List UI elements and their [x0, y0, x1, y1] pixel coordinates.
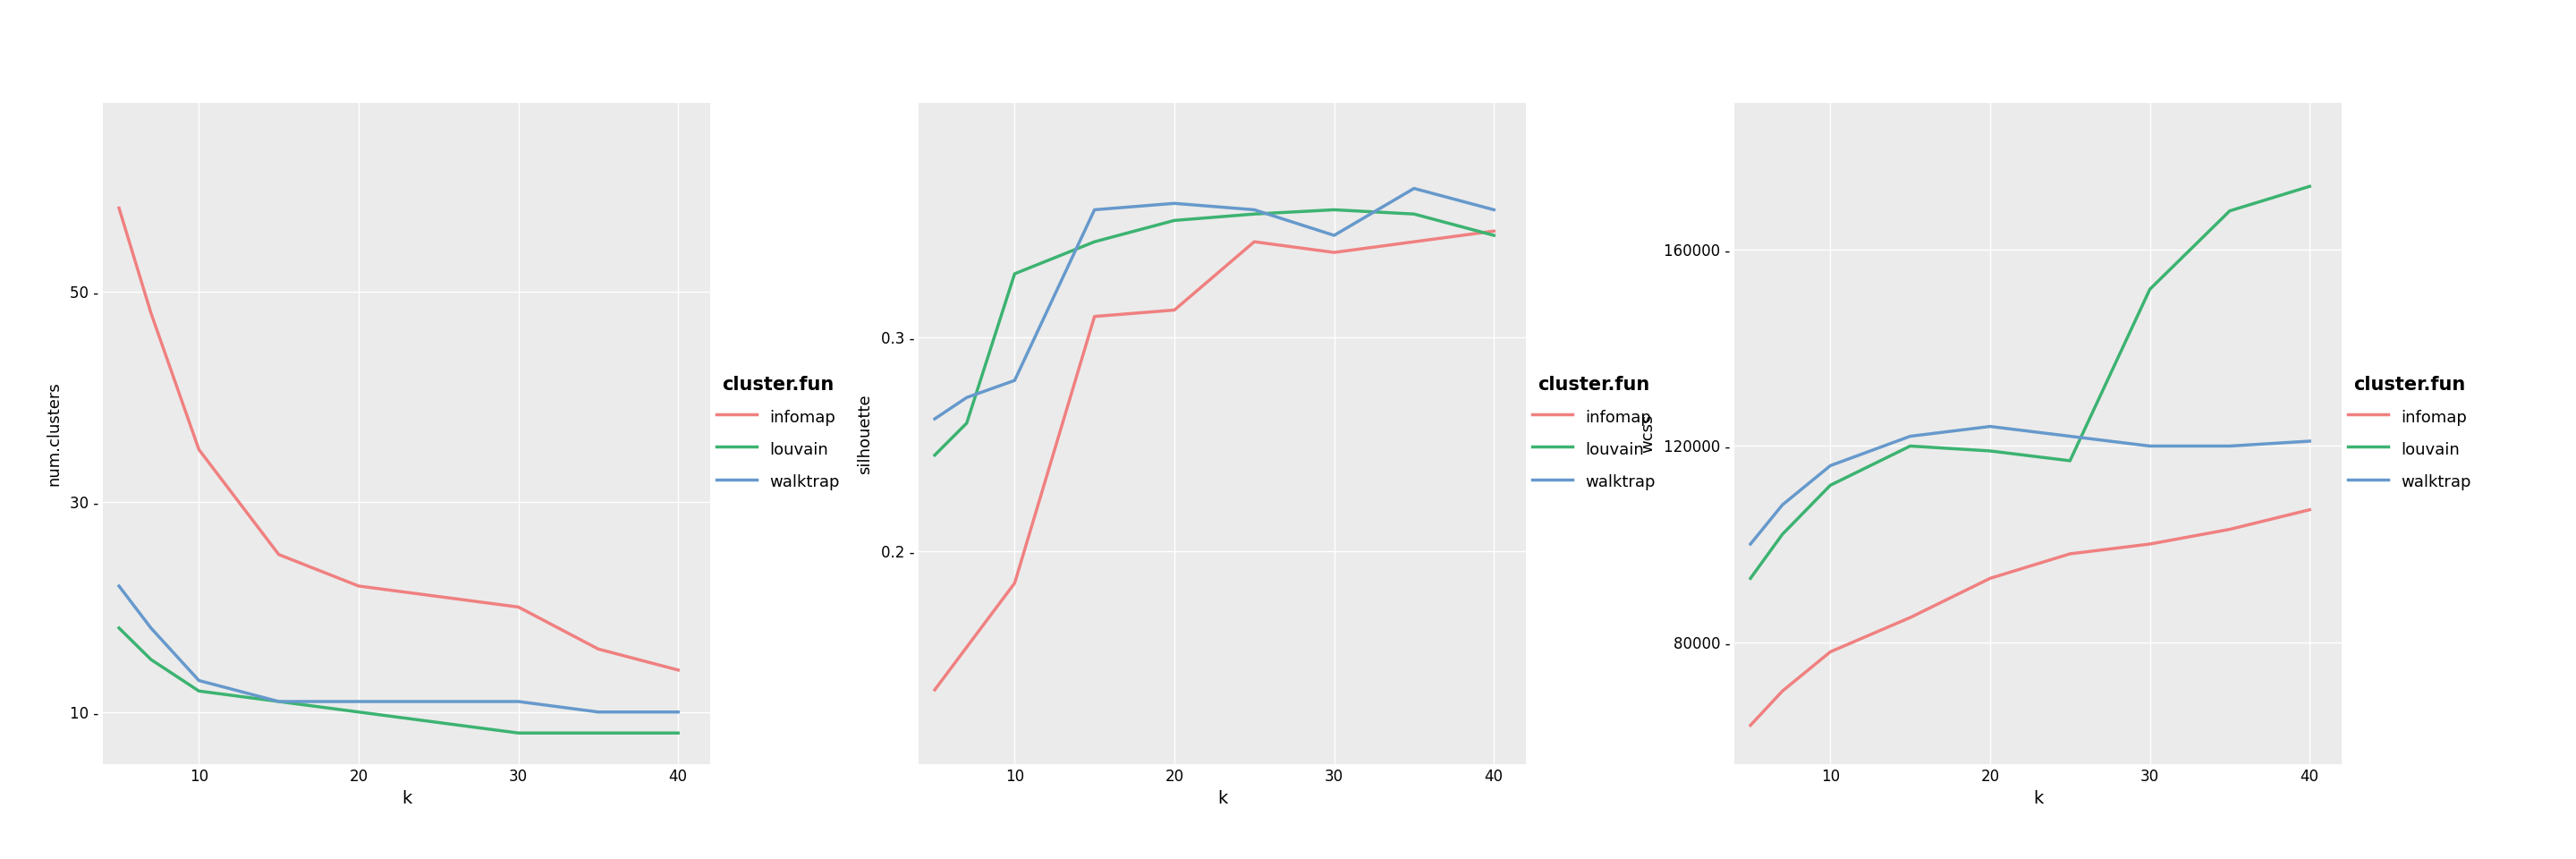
X-axis label: k: k: [2032, 790, 2043, 807]
Legend: infomap, louvain, walktrap: infomap, louvain, walktrap: [711, 369, 848, 498]
Legend: infomap, louvain, walktrap: infomap, louvain, walktrap: [2342, 369, 2478, 498]
Legend: infomap, louvain, walktrap: infomap, louvain, walktrap: [1525, 369, 1662, 498]
Y-axis label: wcss: wcss: [1641, 414, 1656, 454]
Y-axis label: silhouette: silhouette: [858, 393, 873, 474]
X-axis label: k: k: [1218, 790, 1226, 807]
Y-axis label: num.clusters: num.clusters: [46, 381, 62, 486]
X-axis label: k: k: [402, 790, 412, 807]
